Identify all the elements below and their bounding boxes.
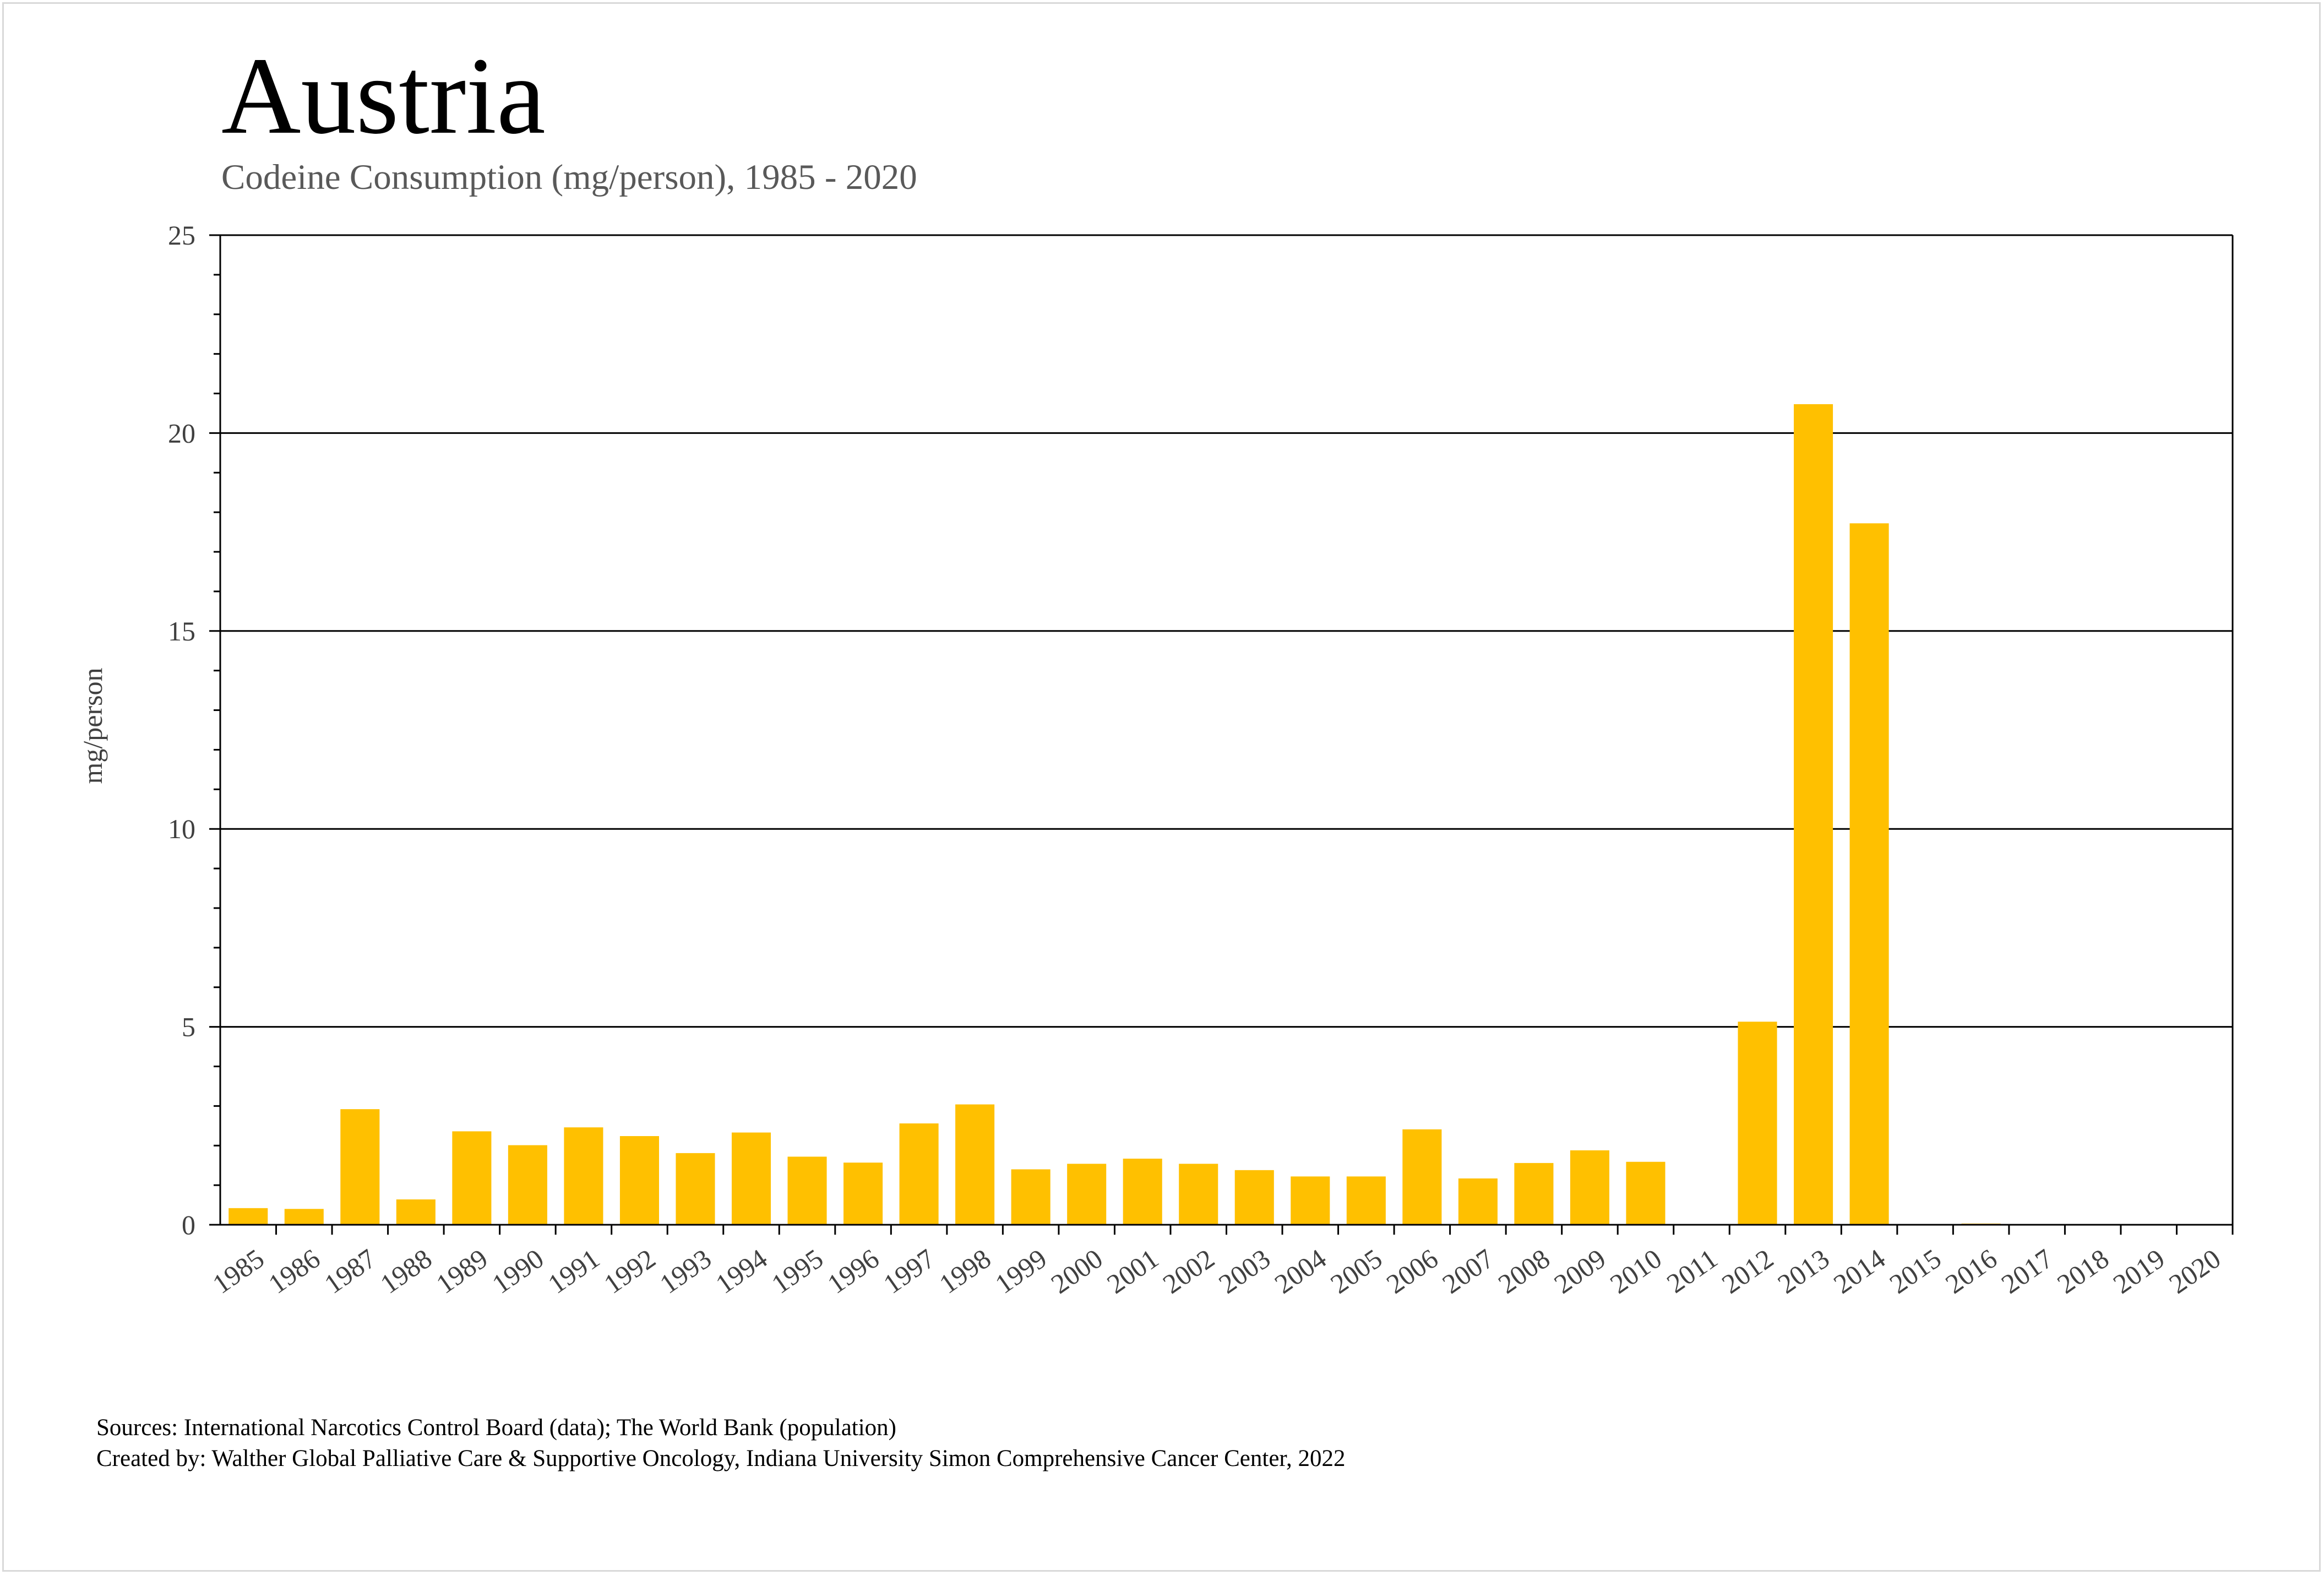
y-axis-title: mg/person xyxy=(77,667,108,784)
x-tick-label: 2007 xyxy=(1436,1243,1499,1300)
bar xyxy=(843,1163,883,1225)
x-tick-label: 1997 xyxy=(878,1243,940,1300)
bar xyxy=(1570,1150,1609,1225)
x-tick-label: 2020 xyxy=(2163,1243,2226,1300)
sources-note: Sources: International Narcotics Control… xyxy=(96,1415,896,1441)
x-tick-label: 2002 xyxy=(1157,1243,1220,1300)
x-tick-label: 2016 xyxy=(1940,1243,2002,1300)
x-tick-label: 2009 xyxy=(1548,1243,1611,1300)
x-tick-label: 1998 xyxy=(934,1243,997,1300)
bar xyxy=(955,1104,995,1225)
x-tick-label: 2015 xyxy=(1884,1243,1947,1300)
y-tick-label: 25 xyxy=(168,220,195,251)
bar xyxy=(1402,1129,1442,1225)
x-tick-label: 2014 xyxy=(1828,1243,1891,1300)
bar xyxy=(1291,1176,1330,1225)
bars xyxy=(228,404,2001,1225)
bar xyxy=(396,1199,436,1225)
y-tick-label: 5 xyxy=(182,1012,195,1042)
bar xyxy=(1179,1164,1218,1225)
x-tick-label: 1985 xyxy=(207,1243,270,1300)
bar xyxy=(1794,404,1833,1225)
bar xyxy=(1738,1022,1777,1225)
axes xyxy=(209,234,2234,1235)
x-tick-label: 2005 xyxy=(1325,1243,1387,1300)
bar xyxy=(676,1153,715,1225)
x-tick-label: 2013 xyxy=(1772,1243,1835,1300)
bar xyxy=(508,1145,547,1225)
y-tick-label: 15 xyxy=(168,616,195,647)
x-tick-label: 2017 xyxy=(1996,1243,2059,1300)
x-tick-label: 1999 xyxy=(989,1243,1052,1300)
bar xyxy=(1067,1164,1107,1225)
x-tick-label: 1992 xyxy=(598,1243,661,1300)
bar xyxy=(1346,1176,1386,1225)
bar xyxy=(1234,1170,1274,1225)
x-tick-label: 1994 xyxy=(710,1243,772,1300)
bar xyxy=(1011,1169,1051,1225)
x-tick-label: 2012 xyxy=(1716,1243,1779,1300)
x-tick-label: 2001 xyxy=(1101,1243,1164,1300)
chart-title: Austria xyxy=(221,35,546,157)
gridlines xyxy=(220,234,2233,1028)
x-tick-label: 1988 xyxy=(374,1243,437,1300)
bar xyxy=(452,1131,492,1225)
bar xyxy=(1123,1158,1162,1225)
bar xyxy=(564,1127,603,1225)
x-tick-label: 2011 xyxy=(1661,1243,1723,1299)
bar xyxy=(284,1209,324,1225)
x-tick-label: 1990 xyxy=(486,1243,549,1300)
bar xyxy=(1626,1161,1666,1225)
bar xyxy=(228,1208,268,1225)
bar xyxy=(1514,1163,1554,1225)
bar xyxy=(1849,523,1889,1225)
bar xyxy=(787,1156,827,1225)
bar xyxy=(619,1136,659,1225)
x-tick-label: 2019 xyxy=(2108,1243,2170,1300)
x-tick-label: 2010 xyxy=(1604,1243,1667,1300)
footer: Sources: International Narcotics Control… xyxy=(96,1413,1346,1474)
x-tick-label: 1986 xyxy=(263,1243,325,1300)
credit-note: Created by: Walther Global Palliative Ca… xyxy=(96,1445,1346,1471)
bar xyxy=(731,1132,771,1225)
x-tick-label: 2018 xyxy=(2051,1243,2114,1300)
y-tick-label: 10 xyxy=(168,813,195,844)
x-tick-label: 1987 xyxy=(319,1243,382,1300)
y-tick-label: 20 xyxy=(168,417,195,448)
bar xyxy=(340,1109,380,1225)
x-tick-label: 2006 xyxy=(1381,1243,1444,1300)
y-tick-label: 0 xyxy=(182,1209,195,1240)
x-tick-label: 2008 xyxy=(1493,1243,1555,1300)
bar xyxy=(899,1123,939,1225)
x-tick-label: 2003 xyxy=(1213,1243,1276,1300)
x-tick-label: 1995 xyxy=(766,1243,829,1300)
x-tick-label: 1989 xyxy=(431,1243,493,1300)
x-tick-label: 1991 xyxy=(542,1243,605,1300)
x-tick-label: 2000 xyxy=(1046,1243,1108,1300)
x-tick-label: 1996 xyxy=(821,1243,884,1300)
x-tick-label: 2004 xyxy=(1269,1243,1332,1300)
bar xyxy=(1458,1178,1498,1225)
chart-subtitle: Codeine Consumption (mg/person), 1985 - … xyxy=(221,158,917,197)
x-tick-label: 1993 xyxy=(654,1243,717,1300)
